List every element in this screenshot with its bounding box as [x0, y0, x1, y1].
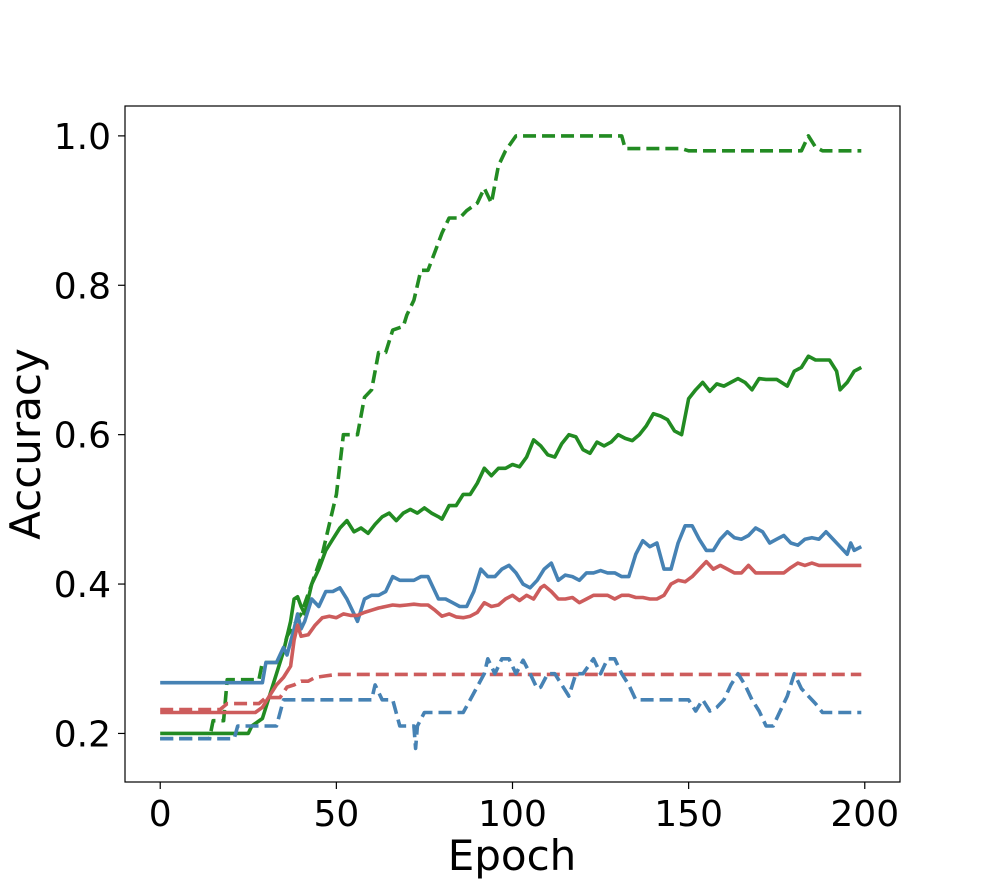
- y-tick-label: 0.8: [54, 266, 111, 307]
- series-line-red-solid: [160, 559, 862, 715]
- y-tick-label: 1.0: [54, 117, 111, 158]
- y-tick-label: 0.2: [54, 714, 111, 755]
- series-line-green-dashed: [160, 134, 862, 741]
- y-axis: 0.2 0.4 0.6 0.8 1.0: [54, 117, 125, 755]
- y-tick-label: 0.6: [54, 416, 111, 457]
- x-tick-label: 0: [149, 794, 172, 835]
- y-tick-label: 0.4: [54, 565, 111, 606]
- x-tick-label: 200: [830, 794, 899, 835]
- x-tick-label: 100: [478, 794, 547, 835]
- plot-area: [124, 105, 901, 783]
- series-line-green-solid: [160, 354, 863, 736]
- series-line-blue-dashed: [160, 657, 862, 751]
- y-axis-label: Accuracy: [1, 348, 50, 540]
- x-tick-label: 50: [313, 794, 359, 835]
- series-line-blue-solid: [160, 524, 863, 685]
- x-tick-label: 150: [654, 794, 723, 835]
- x-axis: 0 50 100 150 200: [149, 782, 899, 835]
- series-line-red-dashed: [160, 672, 862, 712]
- series-layer: [160, 134, 863, 751]
- x-axis-label: Epoch: [448, 831, 577, 880]
